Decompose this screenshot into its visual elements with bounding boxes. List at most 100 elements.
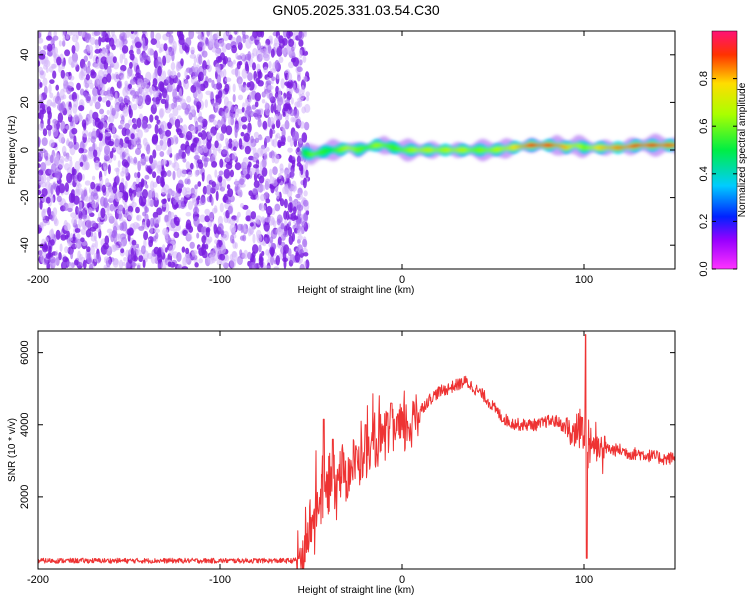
track-cell [510,145,513,150]
noise-blob [239,178,245,186]
noise-blob [144,213,149,222]
noise-blob [185,131,193,141]
track-cell [597,145,600,150]
noise-blob [106,73,112,83]
noise-blob [252,147,257,158]
noise-blob [48,83,52,94]
track-cell [361,146,364,151]
noise-blob [136,117,142,128]
track-cell [373,143,376,148]
noise-blob [149,224,153,235]
noise-blob [109,150,114,159]
noise-blob [274,203,281,212]
noise-blob [39,223,44,228]
noise-blob [102,70,108,76]
noise-blob [225,162,233,170]
noise-blob [202,60,207,71]
track-cell [572,144,575,147]
track-cell [348,146,351,149]
noise-blob [184,70,188,78]
noise-blob [153,90,158,98]
noise-blob [122,106,129,117]
noise-blob [124,136,130,144]
noise-blob [201,50,208,58]
noise-blob [286,82,291,89]
noise-blob [204,215,210,223]
track-cell [588,146,591,149]
noise-blob [61,61,65,67]
noise-blob [287,248,292,257]
noise-blob [150,38,157,45]
noise-blob [47,118,51,126]
track-cell [425,147,428,153]
noise-blob [155,32,162,41]
noise-blob [284,169,291,179]
noise-blob [229,218,236,225]
noise-blob [55,229,61,240]
noise-blob [273,102,277,114]
noise-blob [90,235,97,242]
noise-blob [47,206,52,217]
track-cell [450,148,453,152]
noise-blob [305,91,310,97]
noise-blob [159,151,165,157]
noise-blob [298,164,304,172]
noise-blob [157,65,162,77]
noise-blob [130,31,134,35]
track-cell [594,146,597,150]
noise-blob [67,241,73,247]
track-cell [617,145,621,150]
noise-blob [252,244,259,254]
noise-blob [303,199,309,207]
track-cell [399,148,402,151]
noise-blob [42,77,48,87]
noise-blob [45,181,51,190]
noise-blob [242,234,247,242]
track-cell [382,144,385,147]
noise-blob [284,219,288,226]
track-cell [316,152,319,155]
noise-blob [255,194,260,201]
noise-blob [67,207,73,213]
noise-blob [147,47,154,56]
noise-blob [201,226,205,235]
track-cell [507,146,510,150]
noise-blob [136,215,140,221]
spectrogram-ylabel: Frequency (Hz) [7,116,18,185]
noise-blob [176,78,181,84]
noise-blob [205,184,212,195]
noise-blob [198,132,203,138]
track-cell [546,143,549,148]
noise-blob [70,248,74,260]
track-cell [486,148,489,151]
track-cell [491,148,494,152]
noise-blob [243,132,250,143]
noise-blob [296,201,302,209]
noise-blob [79,88,85,96]
spectrogram-xlabel: Height of straight line (km) [298,285,415,296]
noise-blob [180,58,184,67]
noise-blob [129,157,135,164]
noise-blob [290,169,295,180]
noise-blob [259,204,266,212]
noise-blob [177,264,182,269]
track-cell [384,144,388,147]
noise-blob [288,221,292,226]
track-cell [600,145,603,150]
noise-blob [199,196,206,206]
noise-blob [132,103,138,111]
track-cell [333,148,337,152]
noise-blob [230,234,235,244]
track-cell [466,148,469,152]
track-cell [456,148,459,152]
noise-blob [208,78,212,83]
noise-blob [43,150,49,160]
noise-blob [135,187,142,198]
noise-blob [224,83,230,93]
track-cell [495,147,498,152]
track-cell [465,148,468,152]
noise-blob [82,259,87,269]
noise-blob [144,94,152,106]
noise-blob [235,69,241,79]
noise-blob [221,117,226,127]
